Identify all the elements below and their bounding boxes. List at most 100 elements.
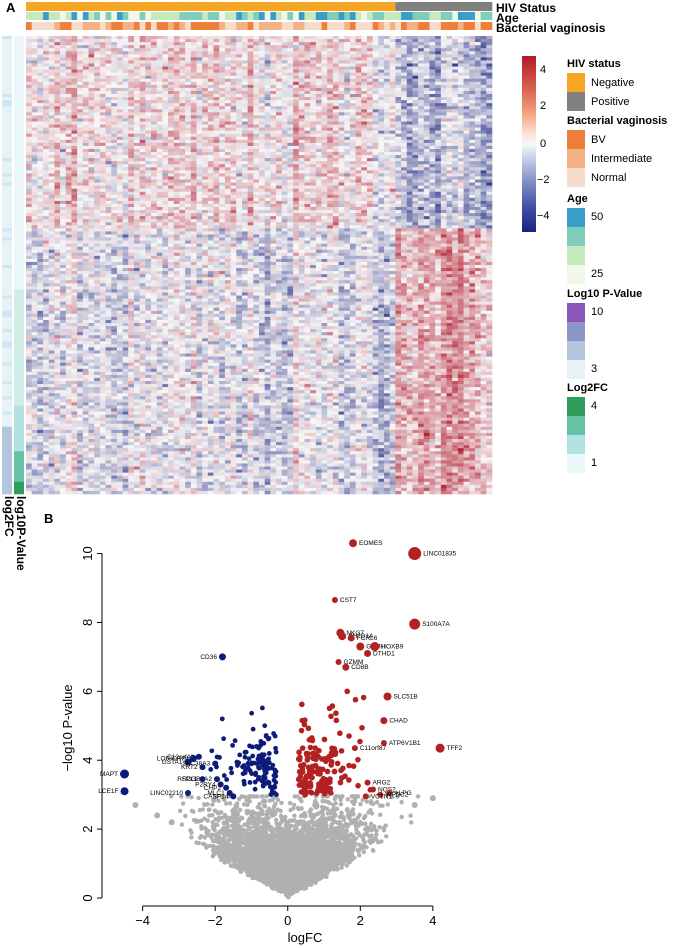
heatmap-cell xyxy=(202,75,209,80)
heatmap-cell xyxy=(446,127,453,131)
heatmap-cell xyxy=(435,148,442,153)
heatmap-cell xyxy=(94,48,101,52)
heatmap-cell xyxy=(122,185,129,189)
heatmap-cell xyxy=(338,66,345,70)
heatmap-cell xyxy=(196,179,203,183)
heatmap-cell xyxy=(105,100,112,104)
heatmap-cell xyxy=(247,127,254,131)
pvalue-strip-cell xyxy=(2,316,12,321)
heatmap-cell xyxy=(219,170,226,174)
heatmap-cell xyxy=(304,158,311,162)
heatmap-cell xyxy=(270,191,277,196)
heatmap-cell xyxy=(321,75,328,80)
heatmap-cell xyxy=(88,164,95,168)
heatmap-cell xyxy=(71,45,78,49)
heatmap-cell xyxy=(423,100,430,104)
pvalue-strip-cell xyxy=(2,54,12,58)
heatmap-cell xyxy=(446,87,453,92)
heatmap-cell xyxy=(401,109,408,113)
heatmap-cell xyxy=(65,130,72,135)
heatmap-cell xyxy=(423,63,430,67)
heatmap-cell xyxy=(77,188,84,193)
heatmap-cell xyxy=(94,112,101,116)
heatmap-cell xyxy=(395,152,402,156)
heatmap-cell xyxy=(133,57,140,61)
heatmap-cell xyxy=(213,54,220,58)
heatmap-cell xyxy=(378,161,385,165)
heatmap-cell xyxy=(338,106,345,110)
heatmap-cell xyxy=(207,130,214,135)
age-cell xyxy=(224,12,231,20)
heatmap-cell xyxy=(287,142,294,147)
pvalue-strip-cell xyxy=(2,414,12,418)
heatmap-cell xyxy=(219,145,226,150)
heatmap-cell xyxy=(338,54,345,58)
hiv-status-cell xyxy=(196,2,203,11)
heatmap-cell xyxy=(43,54,50,58)
heatmap-cell xyxy=(321,152,328,156)
heatmap-cell xyxy=(469,142,476,147)
heatmap-cell xyxy=(105,42,112,46)
heatmap-cell xyxy=(418,115,425,119)
heatmap-cell xyxy=(469,97,476,101)
heatmap-cell xyxy=(190,78,197,83)
heatmap-cell xyxy=(361,84,368,89)
heatmap-cell xyxy=(185,36,192,40)
heatmap-cell xyxy=(133,152,140,156)
heatmap-cell xyxy=(224,142,231,147)
log2fc-strip-cell xyxy=(14,490,24,495)
heatmap-cell xyxy=(281,39,288,43)
heatmap-cell xyxy=(429,127,436,131)
heatmap-cell xyxy=(361,164,368,168)
heatmap-cell xyxy=(418,42,425,46)
heatmap-cell xyxy=(219,133,226,138)
heatmap-cell xyxy=(276,97,283,101)
heatmap-cell xyxy=(401,81,408,86)
hiv-status-cell xyxy=(48,2,55,11)
log2fc-strip-cell xyxy=(14,197,24,202)
heatmap-cell xyxy=(207,173,214,177)
heatmap-cell xyxy=(31,148,38,153)
heatmap-cell xyxy=(247,148,254,153)
heatmap-cell xyxy=(145,161,152,165)
heatmap-cell xyxy=(224,75,231,80)
heatmap-cell xyxy=(236,142,243,147)
heatmap-cell xyxy=(82,155,89,159)
heatmap-cell xyxy=(389,103,396,107)
heatmap-cell xyxy=(202,72,209,76)
heatmap-cell xyxy=(156,112,163,116)
heatmap-cell xyxy=(474,66,481,70)
heatmap-cell xyxy=(31,173,38,177)
heatmap-cell xyxy=(43,179,50,183)
heatmap-cell xyxy=(71,164,78,168)
heatmap-cell xyxy=(43,121,50,125)
heatmap-cell xyxy=(469,173,476,177)
heatmap-cell xyxy=(264,63,271,67)
heatmap-cell xyxy=(31,182,38,186)
heatmap-cell xyxy=(168,90,175,95)
heatmap-cell xyxy=(452,130,459,135)
heatmap-cell xyxy=(429,188,436,193)
heatmap-cell xyxy=(173,136,180,141)
heatmap-cell xyxy=(236,136,243,141)
heatmap-cell xyxy=(446,191,453,196)
log2fc-strip-cell xyxy=(14,54,24,58)
heatmap-cell xyxy=(366,136,373,141)
heatmap-cell xyxy=(435,152,442,156)
heatmap-cell xyxy=(128,48,135,52)
heatmap-cell xyxy=(54,39,61,43)
heatmap-cell xyxy=(463,100,470,104)
heatmap-cell xyxy=(168,130,175,135)
heatmap-cell xyxy=(281,84,288,89)
pvalue-strip-cell xyxy=(2,48,12,52)
heatmap-cell xyxy=(452,60,459,64)
heatmap-cell xyxy=(435,81,442,86)
heatmap-cell xyxy=(31,191,38,196)
heatmap-cell xyxy=(401,167,408,171)
heatmap-cell xyxy=(361,142,368,147)
heatmap-cell xyxy=(418,133,425,138)
heatmap-cell xyxy=(401,106,408,110)
heatmap-cell xyxy=(321,81,328,86)
pvalue-strip-cell xyxy=(2,258,12,263)
heatmap-cell xyxy=(457,148,464,153)
